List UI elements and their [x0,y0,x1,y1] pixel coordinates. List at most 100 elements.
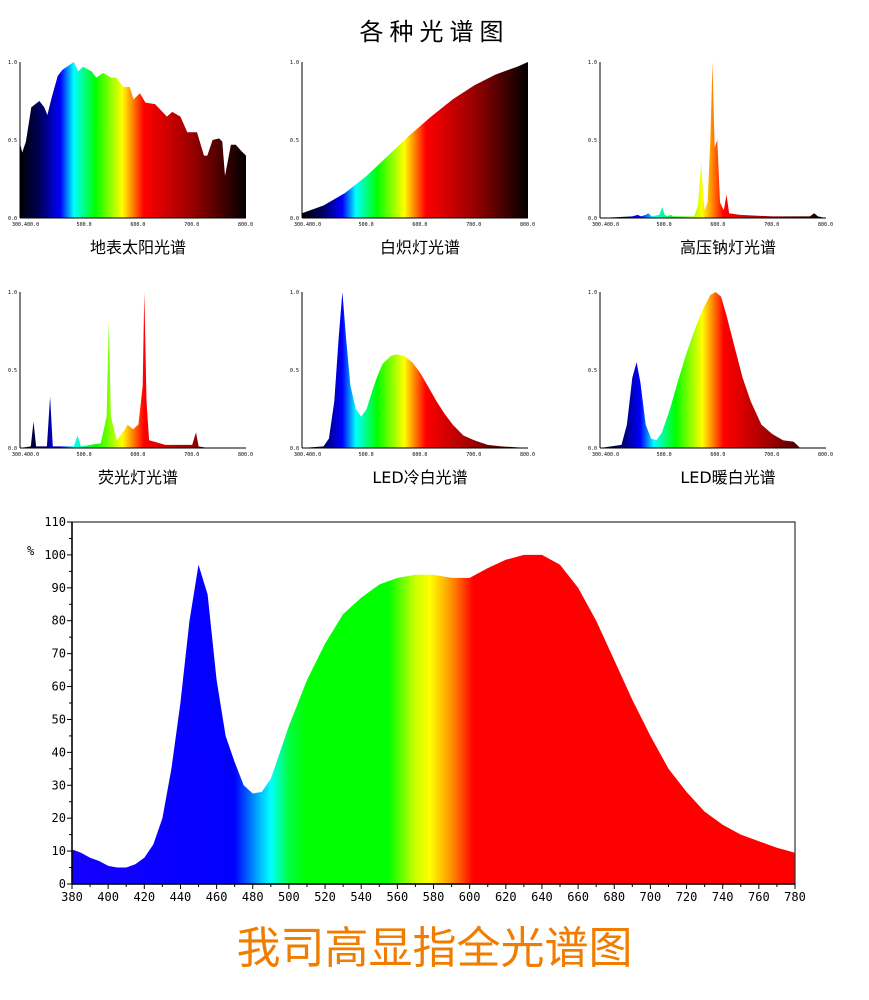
x-tick-label: 540 [350,890,372,904]
x-tick-label: 300.400.0 [294,222,321,226]
y-tick-label: 0 [59,877,66,891]
x-tick-label: 800.0 [818,452,833,456]
x-tick-label: 500.0 [359,222,374,226]
x-tick-label: 800.0 [818,222,833,226]
chart-caption: LED冷白光谱 [372,468,468,487]
y-tick-label: 1.0 [290,60,299,66]
x-tick-label: 700 [640,890,662,904]
x-tick-label: 740 [712,890,734,904]
y-tick-label: 0.0 [588,216,597,222]
y-tick-label: 110 [44,515,66,529]
y-tick-label: 0.0 [290,446,299,452]
x-tick-label: 800.0 [520,452,535,456]
x-tick-label: 480 [242,890,264,904]
full-spectrum-chart: 0 10 20 30 40 50 60 70 80 90 100 110 380 400 420 440 460… [27,515,806,904]
x-tick-label: 400 [97,890,119,904]
x-tick-label: 500.0 [77,222,92,226]
x-tick-label: 600.0 [412,452,427,456]
y-tick-label: 10 [52,844,66,858]
y-tick-label: 90 [52,581,66,595]
x-tick-label: 720 [676,890,698,904]
x-tick-label: 700.0 [184,452,199,456]
x-tick-label: 560 [387,890,409,904]
x-tick-label: 300.400.0 [12,452,39,456]
x-tick-label: 700.0 [466,222,481,226]
chart-caption: LED暖白光谱 [680,468,776,487]
x-tick-label: 700.0 [764,222,779,226]
x-tick-label: 640 [531,890,553,904]
x-tick-label: 440 [170,890,192,904]
y-tick-label: 0.5 [588,138,597,144]
x-tick-label: 300.400.0 [12,222,39,226]
x-tick-label: 300.400.0 [592,452,619,456]
spectrum-area [302,292,528,448]
x-tick-label: 600.0 [412,222,427,226]
x-tick-label: 500.0 [77,452,92,456]
chart-caption: 白炽灯光谱 [379,238,460,257]
y-tick-label: 0.0 [8,216,17,222]
y-tick-label: 0.5 [290,368,299,374]
y-tick-label: 0.0 [290,216,299,222]
spectrum-chart-6: 0.0 0.5 1.0 300.400.0 500.0 600.0 700.0 800.0 [588,290,833,456]
spectrum-chart-4: 0.0 0.5 1.0 300.400.0 500.0 600.0 700.0 800.0 [8,290,253,456]
y-tick-label: 80 [52,614,66,628]
chart-caption: 地表太阳光谱 [89,238,186,257]
x-tick-label: 600.0 [130,222,145,226]
y-tick-label: 1.0 [588,60,597,66]
x-tick-label: 300.400.0 [592,222,619,226]
x-tick-label: 500.0 [657,222,672,226]
spectrum-chart-1: 0.0 0.5 1.0 300.400.0 500.0 600.0 700.0 800.0 [8,60,253,226]
x-tick-label: 500.0 [359,452,374,456]
x-tick-label: 660 [567,890,589,904]
spectrum-area [302,62,528,218]
y-tick-label: 0.0 [588,446,597,452]
spectrum-chart-2: 0.0 0.5 1.0 300.400.0 500.0 600.0 700.0 800.0 [290,60,535,226]
spectrum-area [20,62,246,218]
y-tick-label: 0.5 [290,138,299,144]
y-tick-label: 0.5 [8,368,17,374]
y-tick-label: 100 [44,548,66,562]
x-tick-label: 600.0 [710,222,725,226]
x-tick-label: 700.0 [184,222,199,226]
x-tick-label: 580 [423,890,445,904]
x-tick-label: 380 [61,890,83,904]
chart-caption: 荧光灯光谱 [97,468,178,487]
y-tick-label: 60 [52,680,66,694]
x-tick-label: 620 [495,890,517,904]
y-axis-label: % [27,544,35,558]
y-tick-label: 20 [52,811,66,825]
x-tick-label: 760 [748,890,770,904]
y-tick-label: 50 [52,712,66,726]
x-tick-label: 520 [314,890,336,904]
x-tick-label: 300.400.0 [294,452,321,456]
spectrum-chart-5: 0.0 0.5 1.0 300.400.0 500.0 600.0 700.0 800.0 [290,290,535,456]
x-tick-label: 680 [603,890,625,904]
bottom-caption: 我司高显指全光谱图 [236,923,633,974]
y-tick-label: 1.0 [290,290,299,296]
x-tick-label: 460 [206,890,228,904]
page-title: 各种光谱图 [359,18,510,46]
chart-caption: 高压钠灯光谱 [679,238,776,257]
x-tick-label: 700.0 [466,452,481,456]
x-tick-label: 600 [459,890,481,904]
spectrum-chart-3: 0.0 0.5 1.0 300.400.0 500.0 600.0 700.0 800.0 [588,60,833,226]
y-tick-label: 1.0 [588,290,597,296]
x-tick-label: 800.0 [238,222,253,226]
x-tick-label: 800.0 [238,452,253,456]
y-tick-label: 30 [52,778,66,792]
x-tick-label: 600.0 [130,452,145,456]
spectrum-area [600,292,826,448]
y-tick-label: 70 [52,647,66,661]
x-tick-label: 780 [784,890,806,904]
y-tick-label: 0.5 [8,138,17,144]
y-tick-label: 40 [52,745,66,759]
x-tick-label: 600.0 [710,452,725,456]
spectrum-area [600,62,826,218]
spectrum-area [20,292,246,448]
x-tick-label: 800.0 [520,222,535,226]
x-tick-label: 420 [133,890,155,904]
y-tick-label: 0.0 [8,446,17,452]
y-tick-label: 1.0 [8,60,17,66]
spectrum-area [72,554,795,884]
